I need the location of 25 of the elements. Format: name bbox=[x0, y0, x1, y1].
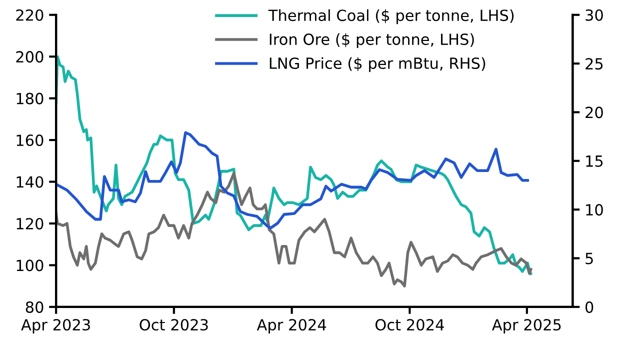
x-tick-label: Oct 2023 bbox=[140, 318, 208, 331]
y2-tick-label: 0 bbox=[585, 301, 594, 313]
y2-tick-label: 10 bbox=[586, 204, 603, 216]
y-tick-label: 220 bbox=[16, 9, 44, 21]
y-tick-label: 140 bbox=[16, 176, 44, 188]
y2-tick-label: 5 bbox=[586, 252, 593, 264]
line-series bbox=[56, 172, 532, 288]
x-tick-label: Apr 2024 bbox=[256, 318, 326, 334]
y2-tick-label: 15 bbox=[586, 156, 603, 167]
legend-label: LNG Price ($ per mBtu, RHS) bbox=[270, 57, 486, 72]
x-tick-label: Oct 2024 bbox=[375, 318, 444, 331]
y2-tick-label: 25 bbox=[586, 58, 603, 70]
y-tick-label: 120 bbox=[16, 218, 44, 230]
y-tick-label: 200 bbox=[16, 51, 44, 63]
y-tick-label: 160 bbox=[16, 134, 44, 146]
x-tick-label: Apr 2025 bbox=[492, 318, 561, 334]
legend-label: Thermal Coal ($ per tonne, LHS) bbox=[268, 9, 514, 24]
legend-label: Iron Ore ($ per tonne, LHS) bbox=[270, 33, 474, 48]
x-tick-label: Apr 2023 bbox=[21, 318, 90, 334]
y2-tick-label: 30 bbox=[586, 9, 603, 21]
line-series bbox=[56, 131, 529, 230]
y2-tick-label: 20 bbox=[586, 106, 603, 118]
y-tick-label: 100 bbox=[16, 260, 44, 272]
y-tick-label: 180 bbox=[16, 92, 44, 104]
y-tick-label: 80 bbox=[26, 301, 44, 313]
